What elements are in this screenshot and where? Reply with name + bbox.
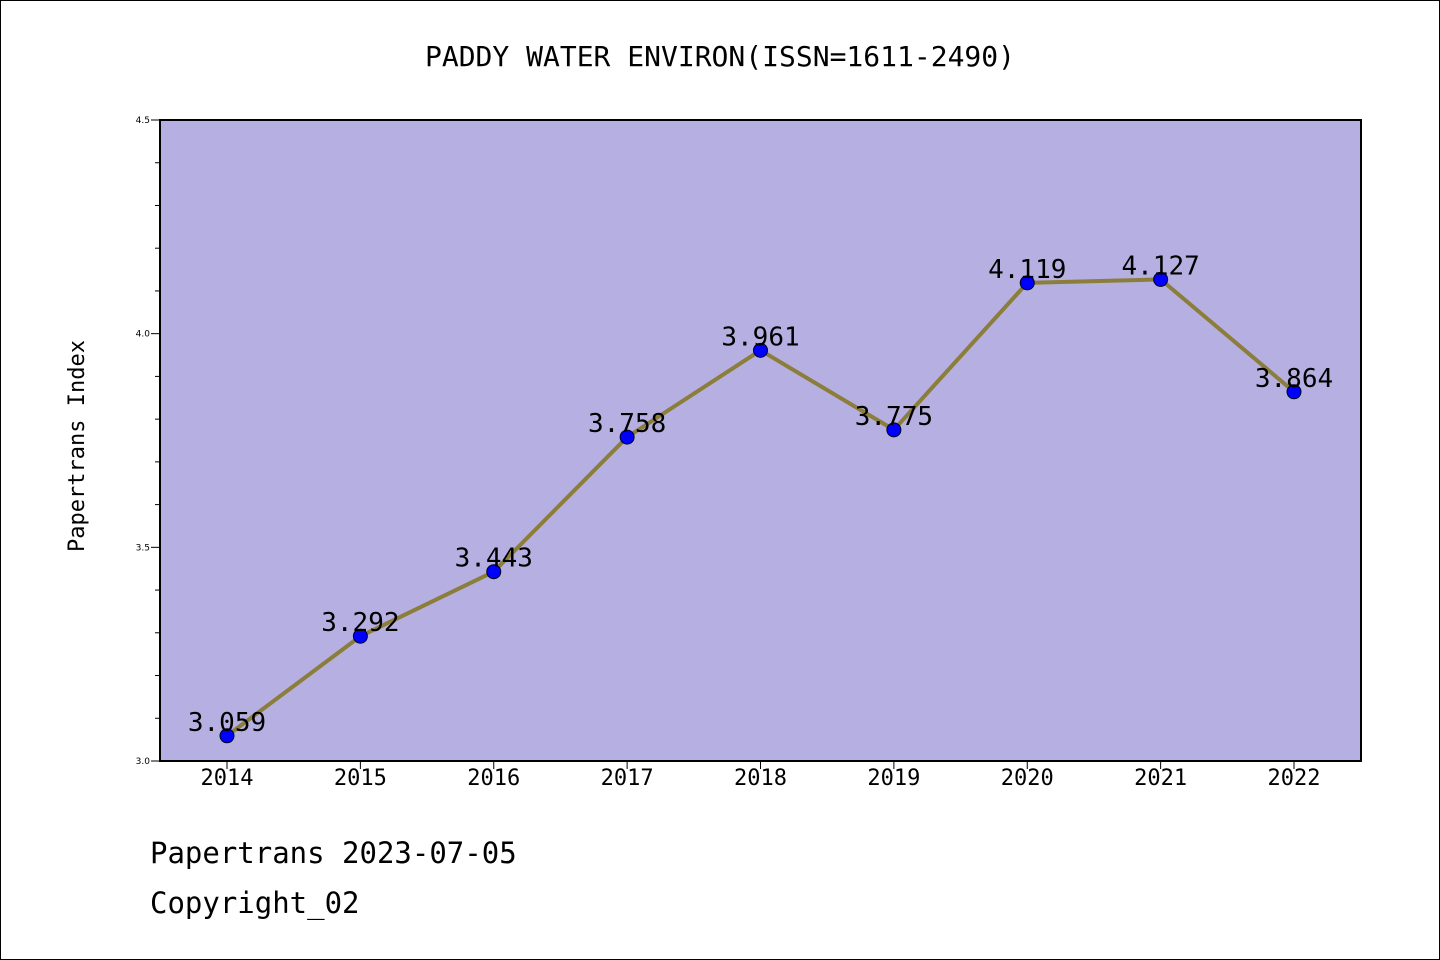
data-label: 3.443 [455,544,533,574]
data-point [886,422,902,438]
data-point [1019,275,1035,291]
plot-area [160,120,1361,761]
plot-border [159,119,1362,762]
chart-title: PADDY WATER ENVIRON(ISSN=1611-2490) [425,40,1015,73]
data-label: 3.775 [855,402,933,432]
data-label: 4.119 [988,255,1066,285]
data-point [219,728,235,744]
data-point [352,628,368,644]
data-label: 3.864 [1255,364,1333,394]
x-tick-label: 2016 [467,766,520,791]
data-point [619,429,635,445]
x-tick-label: 2019 [867,766,920,791]
data-point [486,564,502,580]
y-tick-label: 3.5 [136,543,150,553]
footer-copyright-text: Copyright_02 [150,886,360,920]
data-point [1153,271,1169,287]
data-markers [219,271,1302,744]
x-tick-label: 2017 [601,766,654,791]
data-label: 3.292 [321,608,399,638]
data-label: 3.059 [188,708,266,738]
data-label: 4.127 [1121,251,1199,281]
data-point [1286,384,1302,400]
data-label: 3.758 [588,409,666,439]
data-label: 3.961 [721,322,799,352]
x-tick-label: 2014 [201,766,254,791]
x-tick-label: 2022 [1268,766,1321,791]
x-axis: 2014 2015 2016 2017 2018 2019 2020 2021 2022 [201,761,1321,791]
data-point [753,342,768,358]
y-axis-label: Papertrans Index [65,340,90,552]
y-tick-label: 4.5 [136,116,150,126]
x-tick-label: 2018 [734,766,787,791]
y-axis: 3.0 3.5 4.0 4.5 [136,116,160,767]
x-tick-label: 2020 [1001,766,1054,791]
data-labels: 3.059 3.292 3.443 3.758 3.961 3.775 4.119 4.127… [188,251,1333,737]
y-tick-label: 4.0 [136,330,151,340]
x-tick-label: 2015 [334,766,387,791]
footer-date-text: Papertrans 2023-07-05 [150,836,517,870]
x-tick-label: 2021 [1134,766,1187,791]
y-tick-label: 3.0 [136,757,151,767]
